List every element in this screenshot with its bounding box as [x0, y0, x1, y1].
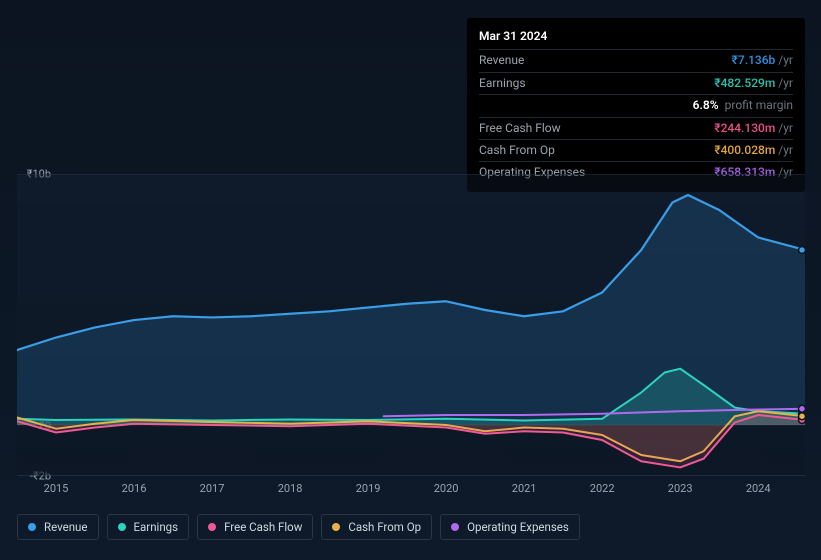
legend-item-revenue[interactable]: Revenue — [17, 514, 99, 540]
x-tick-label: 2018 — [278, 482, 303, 495]
legend-label: Operating Expenses — [467, 520, 569, 534]
legend-dot-icon — [208, 523, 216, 531]
legend-item-operatingExpenses[interactable]: Operating Expenses — [440, 514, 580, 540]
x-tick-label: 2017 — [200, 482, 225, 495]
legend-dot-icon — [451, 523, 459, 531]
legend-label: Cash From Op — [348, 520, 421, 534]
series-end-marker-cashFromOp — [799, 413, 806, 420]
financials-chart: ₹10b₹0-₹2b 20152016201720182019202020212… — [17, 160, 805, 540]
x-tick-label: 2024 — [746, 482, 771, 495]
tooltip-date: Mar 31 2024 — [479, 28, 793, 45]
tooltip-row: Cash From Op ₹400.028m/yr — [479, 139, 793, 161]
x-tick-label: 2015 — [44, 482, 69, 495]
tooltip-row: Earnings ₹482.529m/yr — [479, 72, 793, 94]
x-tick-label: 2020 — [434, 482, 459, 495]
tooltip-row: Revenue ₹7.136b/yr — [479, 49, 793, 71]
tooltip-row: Free Cash Flow ₹244.130m/yr — [479, 117, 793, 139]
series-end-marker-revenue — [799, 247, 806, 254]
legend-item-freeCashFlow[interactable]: Free Cash Flow — [197, 514, 313, 540]
series-end-marker-operatingExpenses — [799, 405, 806, 412]
chart-svg — [17, 175, 805, 475]
legend-dot-icon — [118, 523, 126, 531]
tooltip-row-value: ₹244.130m/yr — [714, 120, 793, 137]
x-tick-label: 2019 — [356, 482, 381, 495]
plot-area[interactable] — [17, 174, 805, 476]
tooltip-row-value: ₹400.028m/yr — [714, 142, 793, 159]
legend-item-cashFromOp[interactable]: Cash From Op — [321, 514, 432, 540]
tooltip-row-label: Cash From Op — [479, 142, 555, 159]
x-tick-label: 2023 — [668, 482, 693, 495]
legend-item-earnings[interactable]: Earnings — [107, 514, 190, 540]
tooltip-subrow: 6.8% profit margin — [479, 94, 793, 116]
legend-label: Earnings — [134, 520, 179, 534]
tooltip-row-value: 6.8% profit margin — [693, 97, 793, 114]
legend-label: Free Cash Flow — [224, 520, 302, 534]
x-tick-label: 2021 — [512, 482, 537, 495]
tooltip-row-value: ₹7.136b/yr — [732, 52, 793, 69]
tooltip-row-label: Free Cash Flow — [479, 120, 561, 137]
legend-dot-icon — [28, 523, 36, 531]
x-tick-label: 2022 — [590, 482, 615, 495]
tooltip-row-label: Earnings — [479, 75, 526, 92]
legend-label: Revenue — [44, 520, 88, 534]
legend: Revenue Earnings Free Cash Flow Cash From O… — [17, 514, 580, 540]
tooltip-row-label: Revenue — [479, 52, 524, 69]
x-tick-label: 2016 — [122, 482, 147, 495]
tooltip-row-value: ₹482.529m/yr — [714, 75, 793, 92]
legend-dot-icon — [332, 523, 340, 531]
